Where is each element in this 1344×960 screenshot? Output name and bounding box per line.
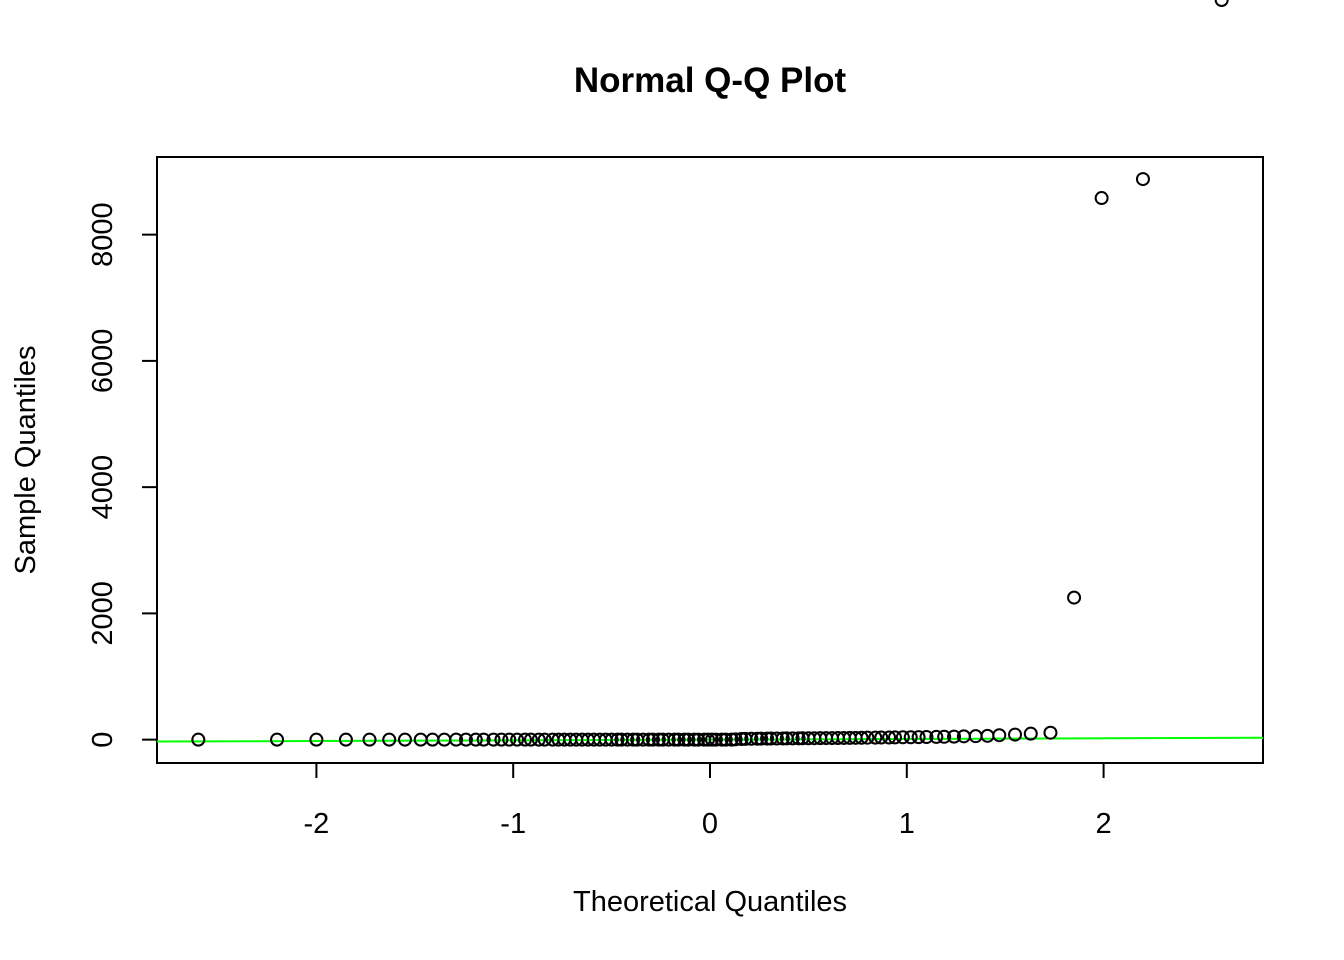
data-point bbox=[968, 729, 983, 744]
data-point bbox=[502, 732, 517, 747]
data-point bbox=[1043, 725, 1058, 740]
data-point bbox=[919, 730, 934, 745]
y-tick-label: 6000 bbox=[87, 329, 119, 394]
y-axis: 0 2000 4000 6000 8000 bbox=[87, 202, 158, 748]
data-point bbox=[874, 730, 889, 745]
x-tick-label: -2 bbox=[304, 808, 330, 840]
data-point bbox=[868, 730, 883, 745]
data-point bbox=[636, 732, 651, 747]
data-point bbox=[754, 731, 769, 746]
data-point bbox=[718, 732, 733, 747]
data-point bbox=[604, 732, 619, 747]
data-point bbox=[687, 732, 702, 747]
plot-frame bbox=[156, 156, 1264, 764]
data-point bbox=[704, 732, 719, 747]
data-point bbox=[671, 732, 686, 747]
data-point bbox=[476, 732, 491, 747]
data-point bbox=[791, 731, 806, 746]
data-point bbox=[1214, 0, 1229, 7]
data-point bbox=[882, 730, 897, 745]
data-point bbox=[937, 729, 952, 744]
data-point bbox=[887, 730, 902, 745]
data-point bbox=[667, 732, 682, 747]
data-point bbox=[750, 731, 765, 746]
data-point bbox=[911, 730, 926, 745]
data-point bbox=[191, 732, 206, 747]
data-point bbox=[769, 731, 784, 746]
data-point bbox=[677, 732, 692, 747]
data-point bbox=[338, 732, 353, 747]
data-point bbox=[691, 732, 706, 747]
data-point bbox=[518, 732, 533, 747]
data-point bbox=[1023, 726, 1038, 741]
x-tick-label: 1 bbox=[899, 808, 915, 840]
data-point bbox=[1094, 191, 1109, 206]
chart-title: Normal Q-Q Plot bbox=[574, 61, 847, 100]
y-tick-label: 4000 bbox=[87, 455, 119, 520]
data-point bbox=[980, 728, 995, 743]
data-point bbox=[714, 732, 729, 747]
data-point bbox=[1008, 727, 1023, 742]
data-point bbox=[929, 729, 944, 744]
data-point bbox=[486, 732, 501, 747]
x-tick-label: -1 bbox=[500, 808, 526, 840]
data-point bbox=[651, 732, 666, 747]
data-point bbox=[701, 732, 716, 747]
data-point bbox=[895, 730, 910, 745]
data-point bbox=[610, 732, 625, 747]
data-points bbox=[191, 0, 1229, 747]
data-point bbox=[744, 731, 759, 746]
x-axis-label: Theoretical Quantiles bbox=[573, 886, 847, 918]
x-tick-label: 0 bbox=[702, 808, 718, 840]
data-point bbox=[397, 732, 412, 747]
data-point bbox=[734, 732, 749, 747]
data-point bbox=[645, 732, 660, 747]
data-point bbox=[854, 730, 869, 745]
y-axis-label: Sample Quantiles bbox=[10, 346, 42, 575]
data-point bbox=[785, 731, 800, 746]
x-axis: -2 -1 0 1 2 bbox=[304, 762, 1112, 840]
data-point bbox=[382, 732, 397, 747]
data-point bbox=[449, 732, 464, 747]
data-point bbox=[947, 729, 962, 744]
data-point bbox=[903, 730, 918, 745]
data-point bbox=[620, 732, 635, 747]
data-point bbox=[626, 732, 641, 747]
data-point bbox=[728, 732, 743, 747]
y-tick-label: 2000 bbox=[87, 581, 119, 646]
x-tick-label: 2 bbox=[1096, 808, 1112, 840]
data-point bbox=[992, 728, 1007, 743]
data-point bbox=[468, 732, 483, 747]
y-tick-label: 0 bbox=[87, 732, 119, 748]
y-tick-label: 8000 bbox=[87, 202, 119, 267]
data-point bbox=[523, 732, 538, 747]
data-point bbox=[458, 732, 473, 747]
data-point bbox=[641, 732, 656, 747]
data-point bbox=[362, 732, 377, 747]
data-point bbox=[270, 732, 285, 747]
data-point bbox=[1067, 590, 1082, 605]
data-point bbox=[510, 732, 525, 747]
data-point bbox=[537, 732, 552, 747]
data-point bbox=[1135, 172, 1150, 187]
data-point bbox=[775, 731, 790, 746]
data-point bbox=[531, 732, 546, 747]
data-point bbox=[760, 731, 775, 746]
data-point bbox=[661, 732, 676, 747]
data-point bbox=[681, 732, 696, 747]
data-point bbox=[494, 732, 509, 747]
data-point bbox=[708, 732, 723, 747]
data-point bbox=[860, 730, 875, 745]
data-point bbox=[309, 732, 324, 747]
